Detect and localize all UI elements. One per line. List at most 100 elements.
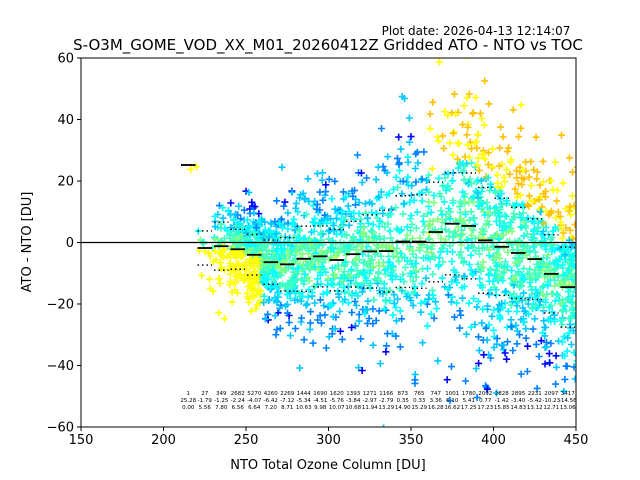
bin-stat-label: -1.25 — [214, 398, 229, 404]
scatter-point — [454, 155, 462, 163]
scatter-point — [293, 276, 301, 284]
scatter-point — [517, 101, 525, 109]
scatter-point — [248, 287, 256, 295]
scatter-point — [235, 202, 243, 210]
scatter-point — [444, 112, 452, 120]
scatter-point — [364, 297, 372, 305]
scatter-point — [481, 155, 489, 163]
scatter-point — [468, 180, 475, 188]
scatter-point — [449, 248, 456, 256]
scatter-point — [233, 235, 240, 243]
x-tick-label: 450 — [564, 433, 589, 448]
scatter-point — [495, 162, 503, 170]
scatter-point — [499, 133, 507, 141]
scatter-point — [381, 305, 388, 313]
scatter-point — [549, 290, 557, 297]
bin-stat-labels: 125.280.0027-1.795.56349-1.257.802682-2.… — [180, 391, 576, 411]
scatter-point — [394, 226, 402, 234]
scatter-point — [412, 267, 420, 275]
y-tick-label: −20 — [47, 298, 74, 313]
scatter-point — [358, 367, 366, 374]
scatter-point — [408, 182, 416, 190]
scatter-point — [442, 187, 450, 194]
scatter-point — [574, 274, 576, 276]
scatter-point — [479, 200, 487, 208]
scatter-point — [318, 176, 326, 184]
scatter-point — [419, 218, 427, 225]
scatter-point — [539, 157, 547, 165]
bin-stat-label: 2269 — [280, 391, 294, 397]
scatter-point — [569, 235, 576, 243]
scatter-point — [353, 255, 360, 262]
scatter-point — [386, 227, 394, 235]
scatter-point — [571, 375, 576, 383]
scatter-point — [443, 376, 451, 384]
scatter-point — [495, 209, 503, 217]
scatter-point — [337, 279, 345, 287]
scatter-point — [517, 124, 525, 132]
scatter-point — [541, 242, 549, 250]
scatter-point — [303, 300, 311, 308]
scatter-point — [448, 363, 455, 371]
scatter-point — [392, 303, 400, 311]
scatter-point — [448, 278, 456, 286]
scatter-point — [332, 240, 340, 248]
scatter-point — [266, 283, 274, 291]
bin-stat-label: 16.62 — [444, 405, 460, 411]
scatter-point — [312, 249, 320, 257]
bin-stat-label: 2895 — [511, 391, 525, 397]
scatter-point — [550, 259, 558, 267]
scatter-point — [562, 205, 570, 213]
bin-stat-label: 2682 — [231, 391, 245, 397]
scatter-point — [286, 332, 294, 340]
scatter-point — [482, 325, 490, 332]
scatter-point — [445, 232, 453, 240]
scatter-point — [250, 293, 258, 301]
bin-stat-label: 11.94 — [362, 405, 378, 411]
scatter-point — [571, 221, 576, 229]
scatter-point — [231, 210, 239, 218]
scatter-point — [573, 251, 576, 254]
scatter-point — [273, 326, 281, 334]
scatter-point — [276, 304, 284, 312]
scatter-point — [272, 331, 280, 339]
scatter-point — [462, 210, 469, 218]
scatter-point — [426, 125, 434, 133]
scatter-point — [416, 234, 424, 242]
bin-stat-label: 9.98 — [314, 405, 327, 411]
bin-stat-label: 10.68 — [345, 405, 361, 411]
scatter-point — [292, 204, 300, 212]
x-tick-label: 200 — [151, 433, 176, 448]
x-axis-label: NTO Total Ozone Column [DU] — [230, 458, 426, 473]
scatter-point — [507, 323, 515, 331]
scatter-point — [396, 343, 404, 351]
bin-stat-label: 16.28 — [428, 405, 444, 411]
bin-stat-label: 0.77 — [479, 398, 492, 404]
scatter-point — [470, 214, 478, 222]
scatter-point — [246, 222, 254, 230]
scatter-point — [318, 216, 326, 224]
scatter-point — [298, 314, 305, 322]
scatter-point — [304, 293, 312, 301]
scatter-point — [342, 193, 350, 201]
scatter-point — [494, 305, 502, 313]
scatter-point — [383, 265, 391, 273]
bin-stat-label: 1271 — [363, 391, 377, 397]
scatter-point — [493, 262, 501, 270]
scatter-point — [460, 259, 467, 267]
scatter-point — [572, 305, 576, 313]
scatter-point — [476, 109, 484, 117]
scatter-point — [547, 301, 555, 309]
scatter-point — [360, 268, 368, 276]
scatter-point — [343, 232, 351, 239]
bin-stat-label: 0.35 — [397, 398, 410, 404]
scatter-point — [398, 315, 406, 323]
scatter-point — [459, 160, 467, 167]
scatter-point — [283, 291, 291, 299]
scatter-point — [485, 277, 493, 285]
scatter-point — [566, 154, 573, 162]
scatter-point — [326, 302, 334, 310]
scatter-point — [504, 148, 511, 156]
scatter-point — [269, 266, 277, 274]
scatter-point — [405, 114, 413, 122]
